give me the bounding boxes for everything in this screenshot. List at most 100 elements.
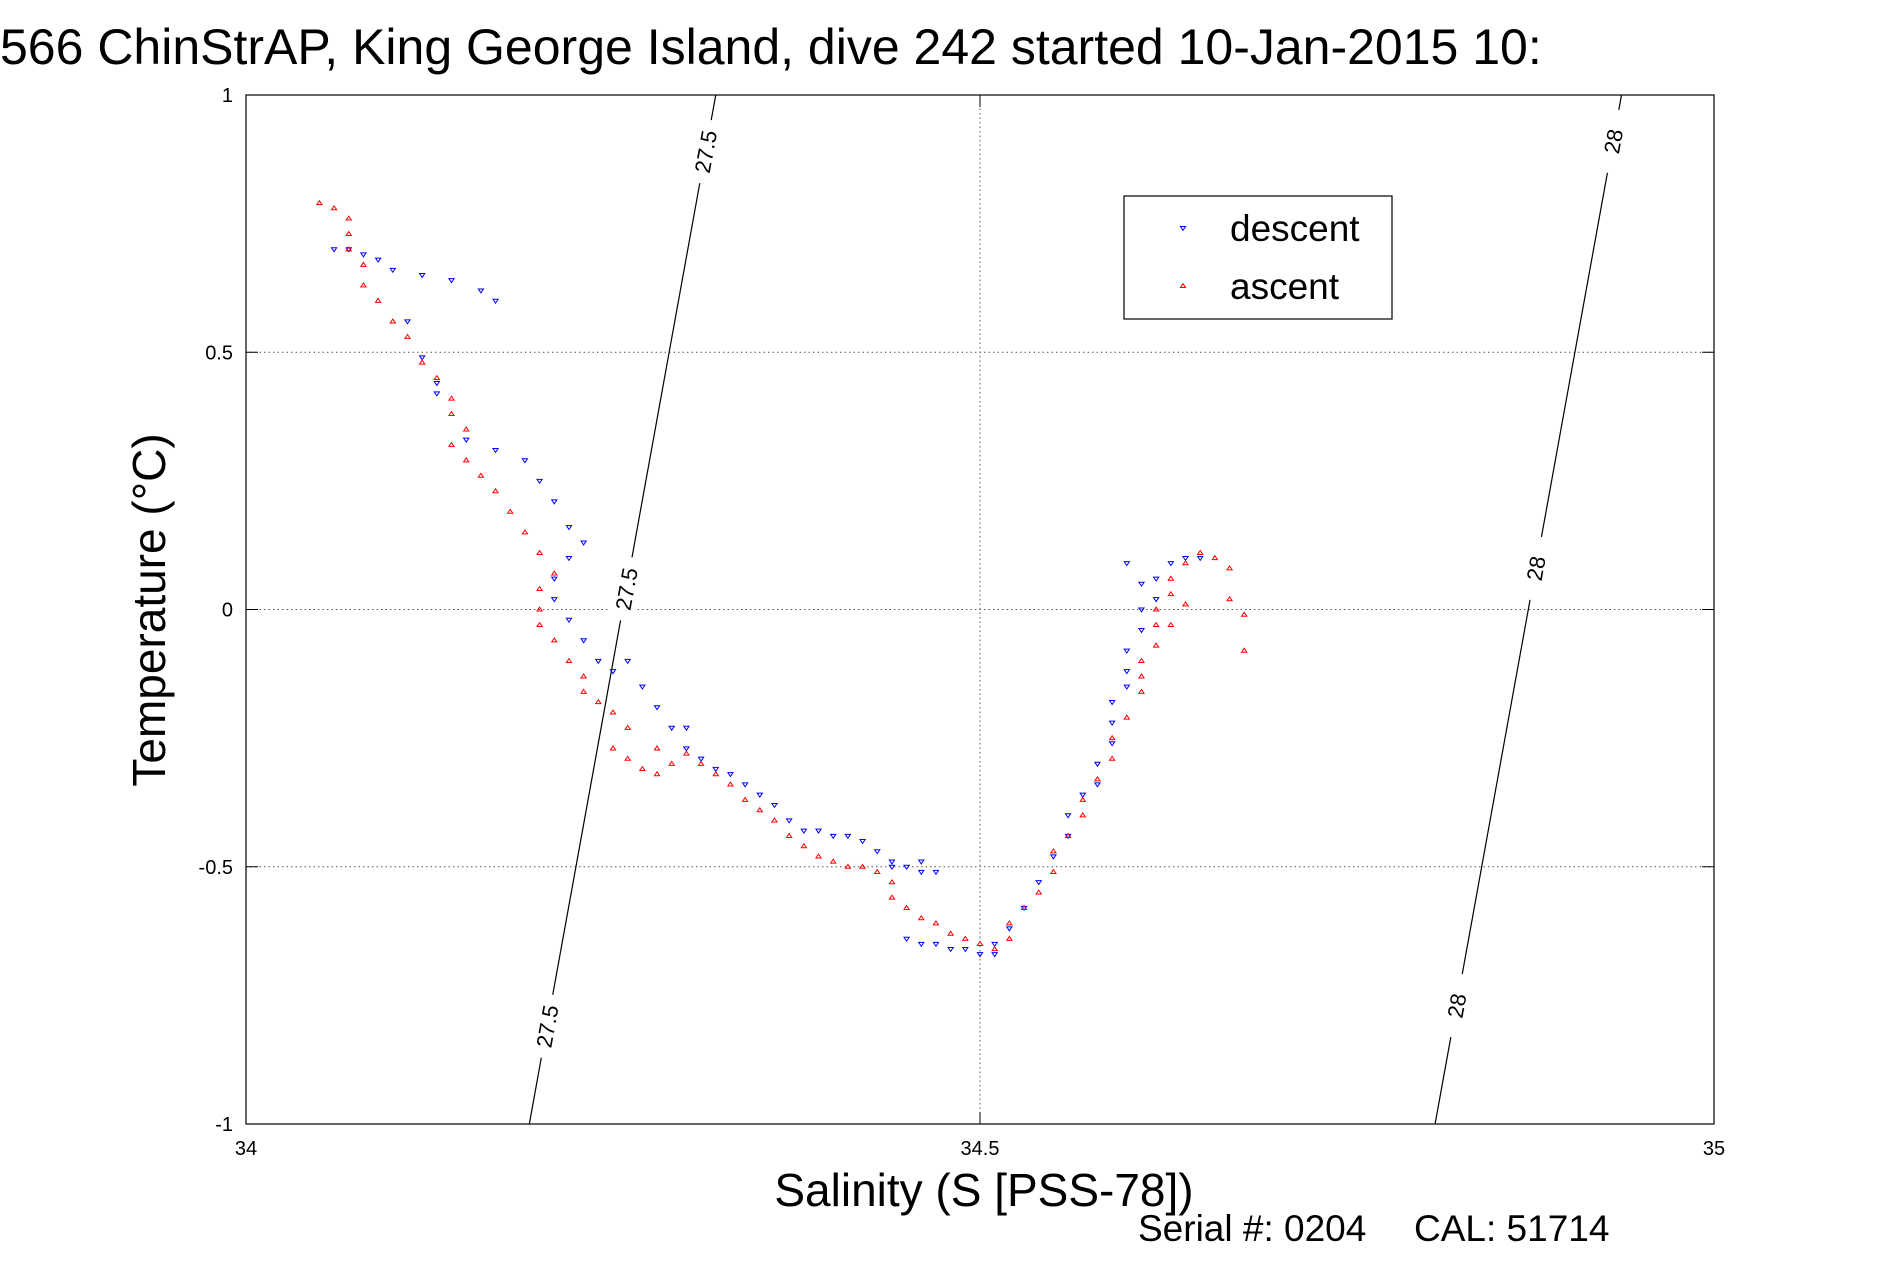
data-point-ascent bbox=[1005, 935, 1013, 941]
data-point-descent bbox=[580, 540, 588, 546]
data-point-ascent bbox=[1167, 621, 1175, 627]
data-point-descent bbox=[447, 278, 456, 284]
data-point-ascent bbox=[447, 441, 456, 447]
data-point-descent bbox=[800, 828, 808, 834]
data-point-descent bbox=[1152, 576, 1160, 582]
data-point-descent bbox=[991, 952, 999, 958]
legend-marker-ascent bbox=[1179, 282, 1187, 289]
data-point-descent bbox=[477, 288, 485, 294]
chart-title: 566 ChinStrAP, King George Island, dive … bbox=[0, 19, 1542, 75]
data-point-ascent bbox=[1137, 657, 1146, 664]
data-point-descent bbox=[1064, 813, 1072, 819]
data-point-descent bbox=[1181, 555, 1190, 562]
data-point-ascent bbox=[814, 853, 823, 859]
data-point-descent bbox=[359, 252, 367, 258]
data-point-descent bbox=[932, 869, 940, 876]
data-point-ascent bbox=[609, 745, 617, 751]
data-point-ascent bbox=[447, 395, 456, 401]
data-point-ascent bbox=[638, 765, 646, 772]
y-tick-label: -0.5 bbox=[199, 857, 233, 879]
legend-label-descent: descent bbox=[1230, 208, 1360, 249]
data-point-ascent bbox=[1108, 755, 1116, 761]
data-point-ascent bbox=[1181, 559, 1190, 566]
data-points bbox=[315, 199, 1248, 958]
data-point-descent bbox=[550, 597, 558, 603]
data-point-ascent bbox=[1049, 868, 1057, 874]
data-point-descent bbox=[653, 705, 661, 711]
data-point-descent bbox=[682, 725, 690, 732]
x-axis-label: Salinity (S [PSS-78]) bbox=[774, 1164, 1193, 1216]
data-point-descent bbox=[1079, 792, 1087, 798]
contour-label-bg bbox=[606, 554, 646, 623]
data-point-ascent bbox=[462, 457, 470, 463]
data-point-descent bbox=[697, 756, 705, 762]
data-point-descent bbox=[1093, 761, 1101, 768]
data-point-ascent bbox=[1240, 647, 1248, 653]
data-point-descent bbox=[726, 772, 734, 778]
data-point-descent bbox=[1005, 926, 1013, 932]
data-point-ascent bbox=[785, 832, 793, 838]
data-point-ascent bbox=[712, 770, 720, 777]
data-point-descent bbox=[374, 257, 382, 263]
data-point-descent bbox=[1123, 684, 1131, 690]
contour-label-bg bbox=[1516, 534, 1556, 603]
data-point-descent bbox=[492, 447, 500, 454]
data-point-ascent bbox=[756, 806, 764, 813]
data-point-descent bbox=[1137, 628, 1146, 634]
grid-lines bbox=[246, 95, 1714, 1124]
data-point-ascent bbox=[1137, 688, 1146, 694]
data-point-ascent bbox=[829, 858, 837, 864]
data-point-descent bbox=[433, 391, 441, 397]
data-point-ascent bbox=[1211, 554, 1219, 561]
y-axis-label: Temperature (°C) bbox=[123, 433, 175, 786]
data-point-descent bbox=[1137, 607, 1146, 613]
data-point-ascent bbox=[1152, 606, 1160, 612]
contour-label: 28 bbox=[1443, 991, 1472, 1020]
data-point-ascent bbox=[492, 487, 500, 494]
data-point-ascent bbox=[1064, 832, 1072, 838]
data-point-ascent bbox=[1079, 796, 1087, 802]
data-point-descent bbox=[580, 638, 588, 644]
calibration-code: CAL: 51714 bbox=[1414, 1208, 1609, 1249]
data-point-descent bbox=[756, 792, 764, 798]
data-point-ascent bbox=[991, 945, 999, 952]
data-point-descent bbox=[917, 941, 925, 948]
data-point-descent bbox=[1049, 854, 1057, 860]
data-point-ascent bbox=[418, 359, 426, 365]
data-point-ascent bbox=[447, 410, 456, 417]
data-point-ascent bbox=[903, 904, 911, 910]
data-point-ascent bbox=[1196, 549, 1204, 555]
contour-label-bg bbox=[527, 992, 567, 1061]
data-point-ascent bbox=[374, 297, 382, 303]
data-point-ascent bbox=[345, 215, 353, 221]
y-tick-label: 0 bbox=[222, 600, 233, 622]
contour-label: 28 bbox=[1522, 554, 1551, 583]
data-point-ascent bbox=[1123, 714, 1131, 720]
data-point-ascent bbox=[800, 842, 808, 849]
data-point-ascent bbox=[1079, 812, 1087, 818]
axis-ticks: 34 34.5 35 -1 -0.5 0 0.5 1 bbox=[199, 85, 1726, 1160]
data-point-descent bbox=[1123, 648, 1131, 654]
data-point-ascent bbox=[330, 204, 338, 211]
data-point-ascent bbox=[932, 920, 940, 926]
data-point-descent bbox=[1123, 561, 1131, 567]
data-point-descent bbox=[462, 437, 470, 443]
data-point-ascent bbox=[594, 698, 602, 705]
data-point-descent bbox=[668, 725, 676, 732]
data-point-descent bbox=[1152, 597, 1160, 603]
data-point-descent bbox=[947, 947, 955, 953]
data-point-descent bbox=[873, 849, 881, 855]
data-point-descent bbox=[932, 941, 940, 948]
data-point-descent bbox=[1035, 880, 1043, 886]
data-point-ascent bbox=[1152, 642, 1160, 648]
data-point-descent bbox=[330, 247, 338, 253]
data-point-descent bbox=[565, 525, 573, 531]
contour-label-bg bbox=[686, 117, 725, 186]
data-point-ascent bbox=[359, 282, 367, 288]
data-point-ascent bbox=[433, 374, 441, 381]
data-point-ascent bbox=[1167, 590, 1175, 597]
data-point-ascent bbox=[521, 529, 529, 535]
data-point-ascent bbox=[1005, 920, 1013, 926]
